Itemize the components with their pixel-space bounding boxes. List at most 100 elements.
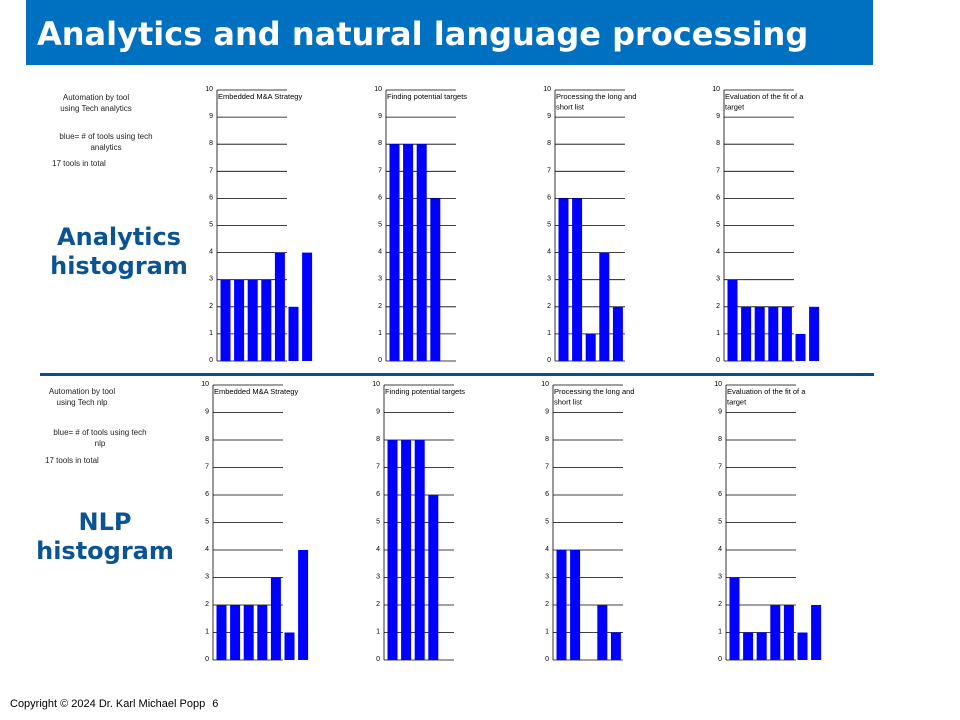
chart-title-line: Evaluation of the fit of a	[725, 92, 804, 101]
y-tick-label: 5	[718, 519, 722, 526]
bar	[430, 198, 441, 361]
bar	[403, 144, 414, 361]
nlp-legend-note: blue= # of tools using tech nlp	[42, 427, 158, 449]
chart-title: Embedded M&A Strategy	[214, 387, 298, 396]
y-tick-label: 8	[209, 140, 213, 147]
bar	[302, 252, 313, 361]
bar	[416, 144, 427, 361]
bar	[599, 252, 610, 361]
bar	[270, 577, 281, 660]
bar	[572, 198, 583, 361]
big-label-line: NLP	[78, 508, 132, 536]
y-tick-label: 10	[714, 381, 722, 388]
y-tick-label: 9	[716, 113, 720, 120]
bar	[220, 279, 231, 361]
bar	[243, 605, 254, 660]
y-tick-label: 10	[205, 86, 213, 93]
y-tick-label: 1	[209, 330, 213, 337]
chart-title-line: Embedded M&A Strategy	[214, 387, 298, 396]
y-tick-label: 7	[547, 167, 551, 174]
y-tick-label: 4	[378, 249, 382, 256]
y-tick-label: 5	[716, 222, 720, 229]
y-tick-label: 7	[209, 167, 213, 174]
bar	[558, 198, 569, 361]
y-tick-label: 7	[378, 167, 382, 174]
y-tick-label: 5	[547, 222, 551, 229]
y-tick-label: 10	[372, 381, 380, 388]
y-tick-label: 0	[205, 656, 209, 663]
y-tick-label: 7	[376, 464, 380, 471]
y-tick-label: 2	[718, 601, 722, 608]
chart-title-line: short list	[554, 398, 583, 407]
y-tick-label: 6	[545, 491, 549, 498]
bar	[729, 577, 740, 660]
y-tick-label: 4	[545, 546, 549, 553]
y-tick-label: 6	[209, 194, 213, 201]
page-number: 6	[212, 698, 219, 710]
y-tick-label: 0	[376, 656, 380, 663]
y-tick-label: 9	[547, 113, 551, 120]
y-tick-label: 1	[376, 629, 380, 636]
chart-title: Processing the long and short list	[556, 92, 636, 112]
chart-title: Finding potential targets	[387, 92, 467, 101]
y-tick-label: 7	[545, 464, 549, 471]
chart-panel: 0 1 2 3 4 5 6 7 8 9 10 Finding potential targets	[372, 381, 465, 663]
y-tick-label: 4	[716, 249, 720, 256]
bar	[216, 605, 227, 660]
chart-title-line: target	[725, 103, 745, 112]
bar	[288, 306, 299, 361]
note-line: blue= # of tools using tech	[53, 428, 147, 437]
y-tick-label: 10	[374, 86, 382, 93]
y-tick-label: 4	[209, 249, 213, 256]
chart-title-line: Processing the long and	[554, 387, 634, 396]
analytics-histogram-label: Analytics histogram	[40, 223, 198, 281]
chart-title-line: Evaluation of the fit of a	[727, 387, 806, 396]
bar	[257, 605, 268, 660]
note-line: using Tech analytics	[60, 104, 132, 113]
y-tick-label: 8	[718, 436, 722, 443]
y-tick-label: 8	[376, 436, 380, 443]
y-tick-label: 0	[545, 656, 549, 663]
bar	[556, 550, 567, 660]
y-tick-label: 6	[376, 491, 380, 498]
chart-title-line: Embedded M&A Strategy	[218, 92, 302, 101]
y-tick-label: 7	[718, 464, 722, 471]
bar	[756, 632, 767, 660]
bar	[585, 333, 596, 361]
bar	[809, 306, 820, 361]
note-line: blue= # of tools using tech	[59, 132, 153, 141]
y-tick-label: 2	[545, 601, 549, 608]
bar	[795, 333, 806, 361]
bar	[770, 605, 781, 660]
copyright-text: Copyright © 2024 Dr. Karl Michael Popp	[10, 698, 206, 710]
y-tick-label: 10	[543, 86, 551, 93]
title-bar: Analytics and natural language processin…	[26, 0, 873, 65]
chart-title-line: Finding potential targets	[387, 92, 467, 101]
y-tick-label: 3	[376, 574, 380, 581]
y-tick-label: 5	[545, 519, 549, 526]
y-tick-label: 8	[547, 140, 551, 147]
note-line: analytics	[90, 143, 122, 152]
note-line: nlp	[94, 439, 106, 448]
bar	[234, 279, 245, 361]
bar	[414, 440, 425, 660]
chart-panel: 0 1 2 3 4 5 6 7 8 9 10 Embedded M&A Strategy	[201, 381, 309, 663]
bar	[727, 279, 738, 361]
y-tick-label: 6	[716, 194, 720, 201]
bar	[612, 306, 623, 361]
chart-title: Evaluation of the fit of a target	[725, 92, 804, 112]
bar	[597, 605, 608, 660]
nlp-automation-note: Automation by tool using Tech nlp	[34, 386, 130, 408]
y-tick-label: 0	[718, 656, 722, 663]
note-line: Automation by tool	[48, 387, 116, 396]
y-tick-label: 4	[376, 546, 380, 553]
y-tick-label: 1	[718, 629, 722, 636]
y-tick-label: 2	[716, 303, 720, 310]
bar	[811, 605, 822, 660]
y-tick-label: 3	[545, 574, 549, 581]
bar	[298, 550, 309, 660]
analytics-automation-note: Automation by tool using Tech analytics	[48, 92, 144, 114]
bar	[389, 144, 400, 361]
y-tick-label: 9	[205, 409, 209, 416]
